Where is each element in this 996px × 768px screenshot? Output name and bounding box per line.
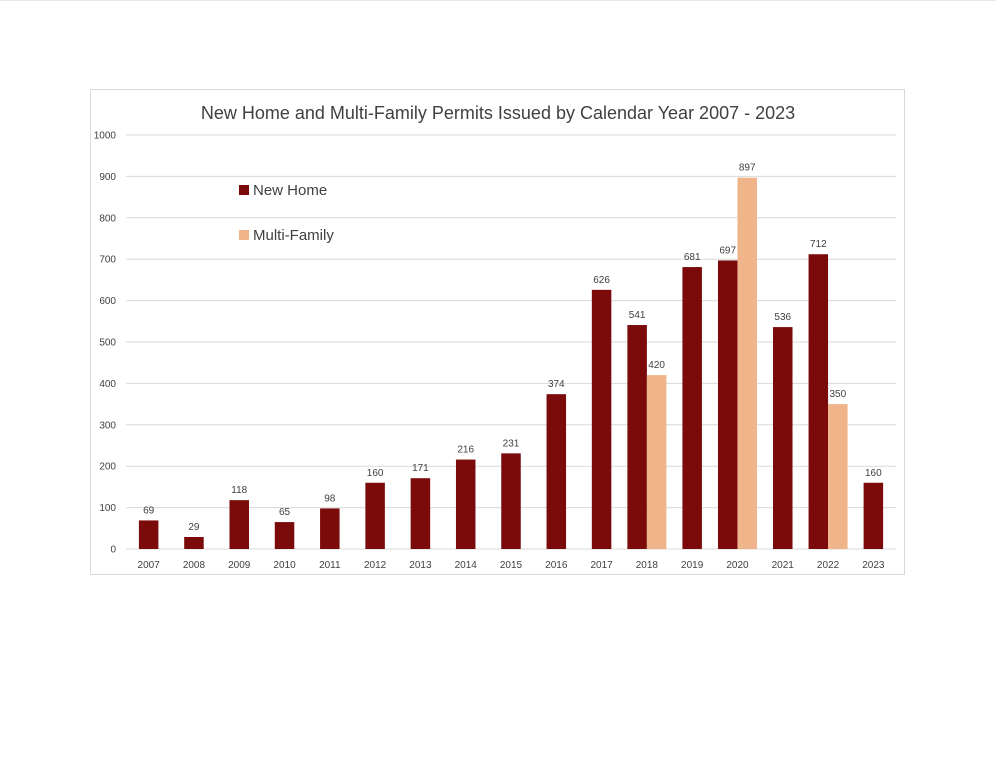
data-label-new-home-2021: 536 (774, 312, 791, 323)
y-tick-label: 100 (99, 503, 116, 514)
bar-multi-family-2022 (828, 404, 848, 549)
data-label-new-home-2019: 681 (684, 252, 701, 263)
data-label-new-home-2016: 374 (548, 379, 565, 390)
bar-new-home-2010 (274, 522, 295, 549)
y-tick-label: 900 (99, 172, 116, 183)
y-tick-label: 0 (110, 545, 116, 556)
x-tick-label-2023: 2023 (862, 560, 885, 571)
bar-new-home-2019 (682, 267, 702, 549)
data-label-multi-family-2022: 350 (829, 389, 846, 400)
bar-new-home-2011 (320, 508, 340, 549)
bar-new-home-2013 (410, 478, 431, 549)
x-tick-label-2009: 2009 (228, 560, 251, 571)
bar-multi-family-2020 (737, 177, 757, 549)
data-label-new-home-2013: 171 (412, 463, 429, 474)
data-label-new-home-2022: 712 (810, 239, 827, 250)
chart-frame: New Home and Multi-Family Permits Issued… (90, 89, 905, 575)
x-axis-ticks: 2007 2008 2009 2010 2011 2012 2013 2014 2015 2016… (138, 560, 885, 571)
data-label-new-home-2012: 160 (367, 468, 384, 479)
bar-new-home-2021 (773, 327, 793, 549)
page-top-rule (0, 0, 996, 1)
y-axis-ticks: 0 100 200 300 400 500 600 700 800 900 1000 (94, 131, 117, 556)
x-tick-label-2020: 2020 (726, 560, 749, 571)
x-tick-label-2022: 2022 (817, 560, 840, 571)
bar-new-home-2015 (501, 453, 521, 549)
y-tick-label: 400 (99, 379, 116, 390)
data-label-new-home-2009: 118 (231, 485, 247, 496)
data-label-multi-family-2018: 420 (648, 360, 665, 371)
x-tick-label-2013: 2013 (409, 560, 432, 571)
legend-label-new-home: New Home (253, 182, 327, 199)
legend: New Home Multi-Family (239, 182, 334, 244)
x-tick-label-2007: 2007 (138, 560, 161, 571)
bar-multi-family-2018 (646, 375, 667, 549)
y-tick-label: 300 (99, 420, 116, 431)
y-tick-label: 700 (99, 255, 116, 266)
bar-new-home-2007 (138, 520, 159, 549)
data-label-new-home-2015: 231 (503, 438, 520, 449)
y-tick-label: 500 (99, 338, 116, 349)
y-tick-label: 1000 (94, 131, 117, 142)
x-tick-label-2010: 2010 (273, 560, 296, 571)
x-tick-label-2018: 2018 (636, 560, 659, 571)
gridlines (126, 134, 896, 550)
bar-new-home-2020 (717, 260, 738, 549)
data-label-multi-family-2020: 897 (739, 163, 756, 174)
y-tick-label: 200 (99, 462, 116, 473)
bar-new-home-2012 (365, 482, 385, 549)
bar-new-home-2008 (184, 536, 204, 549)
data-label-new-home-2017: 626 (593, 275, 610, 286)
bar-new-home-2023 (863, 482, 884, 549)
chart-canvas: New Home and Multi-Family Permits Issued… (94, 103, 896, 571)
bars (138, 177, 884, 549)
x-tick-label-2021: 2021 (772, 560, 795, 571)
data-labels: 69 29 118 65 98 160 171 216 231 374 626 541 420 681 69… (143, 163, 882, 533)
legend-swatch-new-home (239, 185, 249, 195)
x-tick-label-2014: 2014 (455, 560, 478, 571)
x-tick-label-2019: 2019 (681, 560, 704, 571)
data-label-new-home-2023: 160 (865, 468, 882, 479)
x-tick-label-2012: 2012 (364, 560, 387, 571)
chart-title: New Home and Multi-Family Permits Issued… (201, 103, 795, 123)
x-tick-label-2015: 2015 (500, 560, 523, 571)
bar-new-home-2022 (808, 254, 829, 549)
data-label-new-home-2010: 65 (279, 507, 291, 518)
y-tick-label: 600 (99, 296, 116, 307)
legend-label-multi-family: Multi-Family (253, 227, 334, 244)
data-label-new-home-2020: 697 (719, 245, 736, 256)
data-label-new-home-2011: 98 (324, 493, 336, 504)
data-label-new-home-2007: 69 (143, 505, 155, 516)
x-tick-label-2017: 2017 (590, 560, 613, 571)
bar-new-home-2018 (627, 325, 647, 549)
data-label-new-home-2014: 216 (457, 445, 474, 456)
bar-new-home-2009 (229, 500, 249, 549)
bar-new-home-2016 (546, 394, 567, 549)
x-tick-label-2016: 2016 (545, 560, 568, 571)
bar-new-home-2014 (455, 459, 476, 549)
data-label-new-home-2008: 29 (188, 522, 200, 533)
y-tick-label: 800 (99, 213, 116, 224)
data-label-new-home-2018: 541 (629, 310, 646, 321)
bar-new-home-2017 (591, 289, 612, 549)
x-tick-label-2011: 2011 (319, 560, 341, 571)
legend-swatch-multi-family (239, 230, 249, 240)
x-tick-label-2008: 2008 (183, 560, 206, 571)
